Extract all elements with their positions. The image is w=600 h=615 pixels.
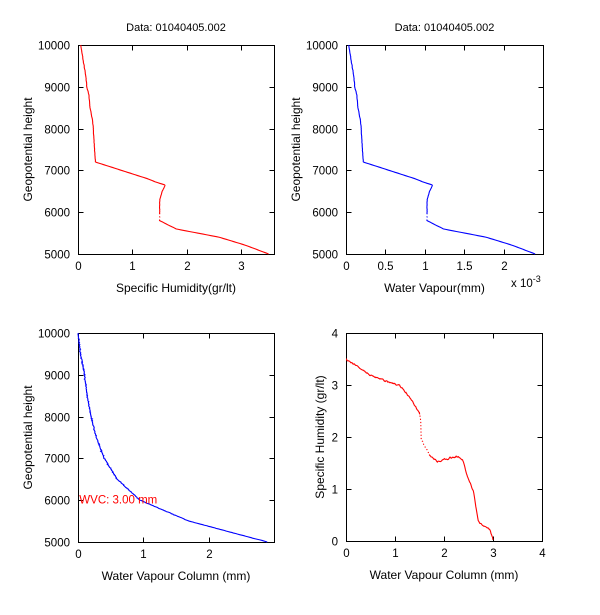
svg-text:0.5: 0.5 [378,261,394,273]
svg-text:9000: 9000 [44,83,70,95]
svg-text:5000: 5000 [44,250,70,262]
svg-text:8000: 8000 [44,413,70,425]
svg-text:2: 2 [184,261,190,273]
svg-text:0: 0 [332,537,338,549]
svg-text:5000: 5000 [44,538,70,550]
svg-text:6000: 6000 [44,496,70,508]
svg-text:1: 1 [129,261,135,273]
svg-text:1.5: 1.5 [457,261,473,273]
svg-text:3: 3 [238,261,244,273]
svg-text:WVC: 3.00 mm: WVC: 3.00 mm [79,495,157,507]
svg-text:10000: 10000 [38,329,70,341]
svg-text:Specific Humidity (gr/lt): Specific Humidity (gr/lt) [313,375,327,498]
svg-text:3: 3 [332,381,338,393]
svg-text:9000: 9000 [312,83,338,95]
svg-text:10000: 10000 [306,41,338,53]
svg-text:2: 2 [332,433,338,445]
svg-text:4: 4 [332,329,339,341]
svg-text:8000: 8000 [312,125,338,137]
svg-text:3: 3 [490,548,496,560]
svg-text:Data: 01040405.002: Data: 01040405.002 [126,22,226,34]
svg-text:7000: 7000 [44,166,70,178]
svg-text:10000: 10000 [38,41,70,53]
svg-text:1: 1 [332,485,338,497]
svg-text:Geopotential height: Geopotential height [21,385,35,490]
svg-text:7000: 7000 [44,454,70,466]
svg-text:0: 0 [75,261,81,273]
svg-text:0: 0 [75,549,81,561]
svg-text:Geopotential height: Geopotential height [289,97,303,202]
svg-text:6000: 6000 [44,208,70,220]
svg-text:4: 4 [539,548,546,560]
svg-text:6000: 6000 [312,208,338,220]
svg-text:0: 0 [343,548,349,560]
svg-text:1: 1 [392,548,398,560]
svg-text:2: 2 [501,261,507,273]
svg-text:Water Vapour Column (mm): Water Vapour Column (mm) [370,568,519,582]
svg-text:0: 0 [343,261,349,273]
svg-text:2: 2 [441,548,447,560]
svg-text:5000: 5000 [312,250,338,262]
svg-text:8000: 8000 [44,125,70,137]
svg-text:1: 1 [140,549,146,561]
svg-text:2: 2 [206,549,212,561]
svg-text:Specific Humidity(gr/lt): Specific Humidity(gr/lt) [116,281,236,295]
svg-text:9000: 9000 [44,371,70,383]
svg-text:Water Vapour(mm): Water Vapour(mm) [384,281,485,295]
svg-text:Water Vapour Column (mm): Water Vapour Column (mm) [102,569,251,583]
svg-text:Data: 01040405.002: Data: 01040405.002 [395,22,495,34]
svg-text:1: 1 [422,261,428,273]
svg-text:Geopotential height: Geopotential height [21,97,35,202]
svg-text:7000: 7000 [312,166,338,178]
